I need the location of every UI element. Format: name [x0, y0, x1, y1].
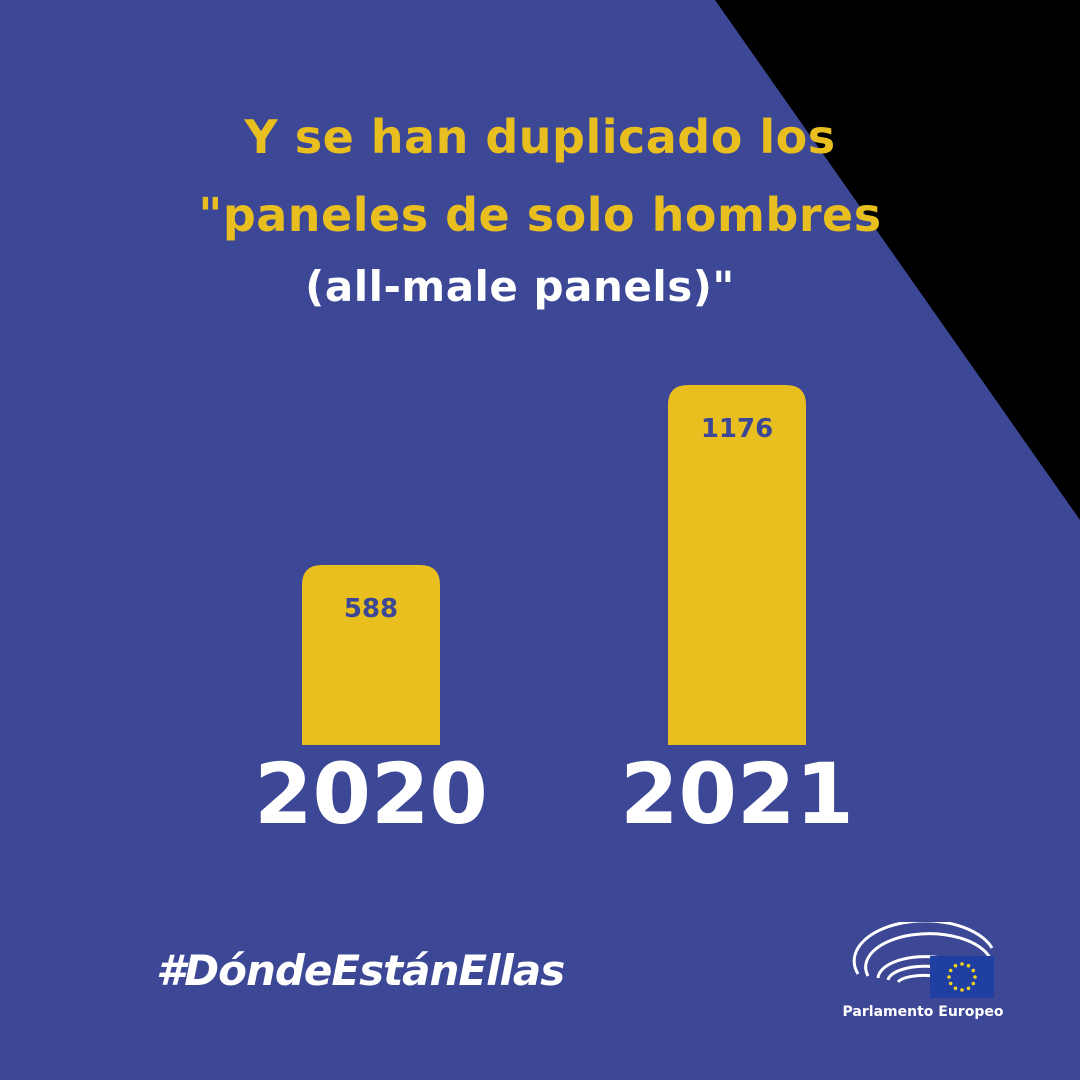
heading-line-2: "paneles de solo hombres — [198, 188, 882, 242]
eu-star-icon — [948, 981, 953, 986]
bar-value-label-2020: 588 — [344, 594, 398, 624]
eu-star-icon — [971, 981, 976, 986]
eu-star-icon — [953, 963, 958, 968]
eu-star-icon — [948, 968, 953, 973]
eu-star-icon — [966, 963, 971, 968]
eu-star-icon — [953, 986, 958, 991]
bar-2021 — [668, 385, 806, 745]
category-label-2020: 2020 — [254, 745, 488, 843]
heading-line-1: Y se han duplicado los — [244, 110, 836, 164]
eu-star-icon — [947, 975, 951, 979]
eu-star-icon — [971, 968, 976, 973]
eu-star-icon — [960, 988, 964, 992]
european-parliament-hemicycle-icon — [852, 922, 994, 998]
bar-2020 — [302, 565, 440, 745]
campaign-hashtag: #DóndeEstánEllas — [156, 946, 565, 995]
bar-value-label-2021: 1176 — [701, 414, 773, 444]
eu-star-icon — [973, 975, 977, 979]
heading-line-3: (all-male panels)" — [305, 262, 735, 311]
corner-black-triangle — [715, 0, 1080, 520]
eu-star-icon — [966, 986, 971, 991]
logo-caption: Parlamento Europeo — [842, 1004, 1004, 1020]
category-label-2021: 2021 — [620, 745, 854, 843]
eu-star-icon — [960, 962, 964, 966]
